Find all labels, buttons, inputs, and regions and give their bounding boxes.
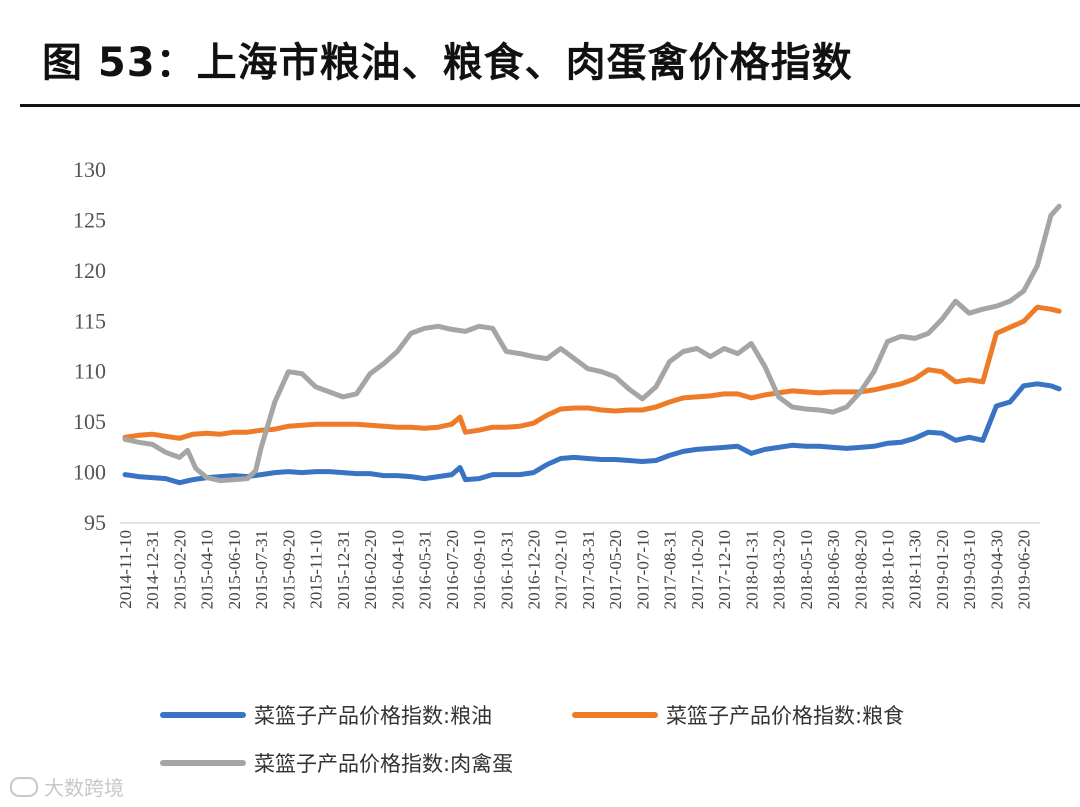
legend-swatch <box>160 760 246 766</box>
x-tick-label: 2018-11-30 <box>906 530 925 609</box>
legend-label: 菜篮子产品价格指数:粮食 <box>666 704 905 728</box>
watermark: 大数跨境 <box>10 772 124 801</box>
x-axis-ticks: 2014-11-10 2014-12-31 2015-02-20 2015-04-10… <box>116 530 1034 609</box>
x-tick-label: 2016-04-10 <box>388 530 407 609</box>
x-tick-label: 2015-04-10 <box>198 530 217 609</box>
x-tick-label: 2019-01-20 <box>933 530 952 609</box>
x-tick-label: 2019-04-30 <box>987 530 1006 609</box>
series-line-0 <box>122 381 1062 486</box>
x-tick-label: 2017-03-31 <box>579 530 598 609</box>
y-tick-label: 105 <box>73 409 106 434</box>
y-tick-label: 100 <box>73 460 106 485</box>
x-tick-label: 2016-07-20 <box>443 530 462 609</box>
x-tick-label: 2017-08-31 <box>661 530 680 609</box>
x-tick-label: 2018-10-10 <box>879 530 898 609</box>
x-tick-label: 2016-05-31 <box>416 530 435 609</box>
x-tick-label: 2019-03-10 <box>960 530 979 609</box>
legend-item-grain-oil: 菜篮子产品价格指数:粮油 <box>160 700 492 730</box>
x-tick-label: 2016-09-10 <box>470 530 489 609</box>
page-title: 图 53：上海市粮油、粮食、肉蛋禽价格指数 <box>42 40 853 86</box>
title-rule <box>20 104 1080 107</box>
legend-label: 菜篮子产品价格指数:肉禽蛋 <box>254 752 514 776</box>
legend-swatch <box>160 712 246 718</box>
legend-swatch <box>572 712 658 718</box>
x-tick-label: 2016-10-31 <box>497 530 516 609</box>
x-tick-label: 2015-12-31 <box>334 530 353 609</box>
x-tick-label: 2018-03-20 <box>770 530 789 609</box>
x-tick-label: 2016-12-20 <box>524 530 543 609</box>
x-tick-label: 2017-05-20 <box>606 530 625 609</box>
watermark-logo-icon <box>10 776 38 797</box>
series-line-1 <box>122 304 1062 441</box>
x-tick-label: 2015-09-20 <box>279 530 298 609</box>
y-tick-label: 95 <box>84 510 106 535</box>
legend-label: 菜篮子产品价格指数:粮油 <box>254 704 493 728</box>
x-tick-label: 2016-02-20 <box>361 530 380 609</box>
watermark-text: 大数跨境 <box>44 776 124 800</box>
y-tick-label: 130 <box>73 157 106 182</box>
x-tick-label: 2014-11-10 <box>116 530 135 609</box>
x-tick-label: 2015-02-20 <box>170 530 189 609</box>
x-tick-label: 2017-07-10 <box>633 530 652 609</box>
legend-item-meat-egg: 菜篮子产品价格指数:肉禽蛋 <box>160 748 513 778</box>
legend-item-grain: 菜篮子产品价格指数:粮食 <box>572 700 904 730</box>
x-tick-label: 2015-06-10 <box>225 530 244 609</box>
x-tick-label: 2015-07-31 <box>252 530 271 609</box>
y-tick-label: 115 <box>74 308 106 333</box>
y-tick-label: 120 <box>73 258 106 283</box>
series-lines <box>122 203 1062 486</box>
x-tick-label: 2014-12-31 <box>143 530 162 609</box>
x-tick-label: 2018-05-10 <box>797 530 816 609</box>
series-line-2 <box>122 203 1062 484</box>
x-tick-label: 2017-12-10 <box>715 530 734 609</box>
x-tick-label: 2018-08-20 <box>851 530 870 609</box>
x-tick-label: 2017-02-10 <box>552 530 571 609</box>
x-tick-label: 2017-10-20 <box>688 530 707 609</box>
x-tick-label: 2019-06-20 <box>1015 530 1034 609</box>
x-tick-label: 2015-11-10 <box>307 530 326 609</box>
y-tick-label: 125 <box>73 207 106 232</box>
x-tick-label: 2018-06-30 <box>824 530 843 609</box>
x-tick-label: 2018-01-31 <box>742 530 761 609</box>
y-tick-label: 110 <box>74 359 106 384</box>
y-axis-ticks: 95 100 105 110 115 120 125 130 <box>73 157 106 535</box>
